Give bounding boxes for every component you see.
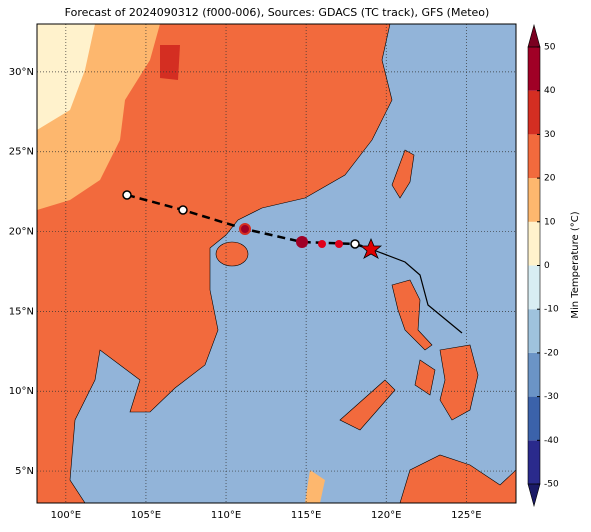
track-point xyxy=(350,239,360,249)
colorbar-tick-label: 10 xyxy=(544,217,556,227)
x-tick-label: 125°E xyxy=(451,510,481,521)
x-tick-label: 100°E xyxy=(51,510,81,521)
x-tick-label: 110°E xyxy=(211,510,241,521)
map-frame xyxy=(36,23,517,504)
track-point xyxy=(318,240,326,248)
mainland xyxy=(37,24,393,503)
y-tick-label: 30°N xyxy=(9,67,34,78)
hot-region xyxy=(160,45,180,80)
colorbar-tick-label: 0 xyxy=(544,261,550,271)
y-tick-label: 10°N xyxy=(9,386,34,397)
colorbar: -50 -40 -30 -20 -10 0 10 20 30 40 50 xyxy=(527,23,559,508)
x-tick-label: 115°E xyxy=(291,510,321,521)
x-tick-label: 120°E xyxy=(371,510,401,521)
track-point xyxy=(122,190,132,200)
colorbar-label: Min Temperature (°C) xyxy=(570,211,581,318)
colorbar-tick-label: 30 xyxy=(544,130,556,140)
y-tick-label: 15°N xyxy=(9,306,34,317)
cool-region xyxy=(37,24,95,130)
colorbar-over xyxy=(527,23,541,48)
colorbar-bin xyxy=(528,396,540,441)
colorbar-bin xyxy=(528,440,540,484)
colorbar-bin xyxy=(528,134,540,179)
colorbar-bin xyxy=(528,309,540,353)
past-track xyxy=(370,248,463,334)
y-tick-label: 20°N xyxy=(9,227,34,238)
palawan xyxy=(339,379,396,431)
visayas-mindanao xyxy=(414,344,479,421)
colorbar-tick-label: -50 xyxy=(544,480,559,490)
warm-patch xyxy=(305,470,325,503)
colorbar-bin xyxy=(528,47,540,91)
luzon xyxy=(391,279,433,351)
colorbar-tick-label: -30 xyxy=(544,392,559,402)
colorbar-tick-label: 40 xyxy=(544,86,556,96)
colorbar-under xyxy=(527,483,541,508)
y-tick-label: 5°N xyxy=(15,466,34,477)
colorbar-bin xyxy=(528,178,540,222)
hainan xyxy=(215,241,249,267)
map-title: Forecast of 2024090312 (f000-006), Sourc… xyxy=(65,6,490,19)
track-point xyxy=(239,223,251,235)
map-area xyxy=(37,24,516,503)
colorbar-bin xyxy=(528,265,540,310)
colorbar-bin xyxy=(528,352,540,397)
x-tick-label: 105°E xyxy=(131,510,161,521)
track-point xyxy=(178,205,188,215)
colorbar-bin xyxy=(528,90,540,135)
current-position xyxy=(359,237,383,259)
colorbar-tick-label: -10 xyxy=(544,305,559,315)
axes: 100°E 105°E 110°E 115°E 120°E 125°E 5°N 10°N 15°… xyxy=(9,67,482,521)
track-point xyxy=(296,236,308,248)
colorbar-tick-label: 20 xyxy=(544,174,556,184)
graticule xyxy=(37,24,516,503)
borneo xyxy=(399,454,516,503)
colorbar-bin xyxy=(528,221,540,266)
taiwan xyxy=(391,149,415,199)
colorbar-tick-label: 50 xyxy=(544,43,556,53)
track-point xyxy=(335,240,343,248)
y-tick-label: 25°N xyxy=(9,147,34,158)
colorbar-tick-label: -20 xyxy=(544,348,559,358)
colorbar-tick-label: -40 xyxy=(544,436,559,446)
